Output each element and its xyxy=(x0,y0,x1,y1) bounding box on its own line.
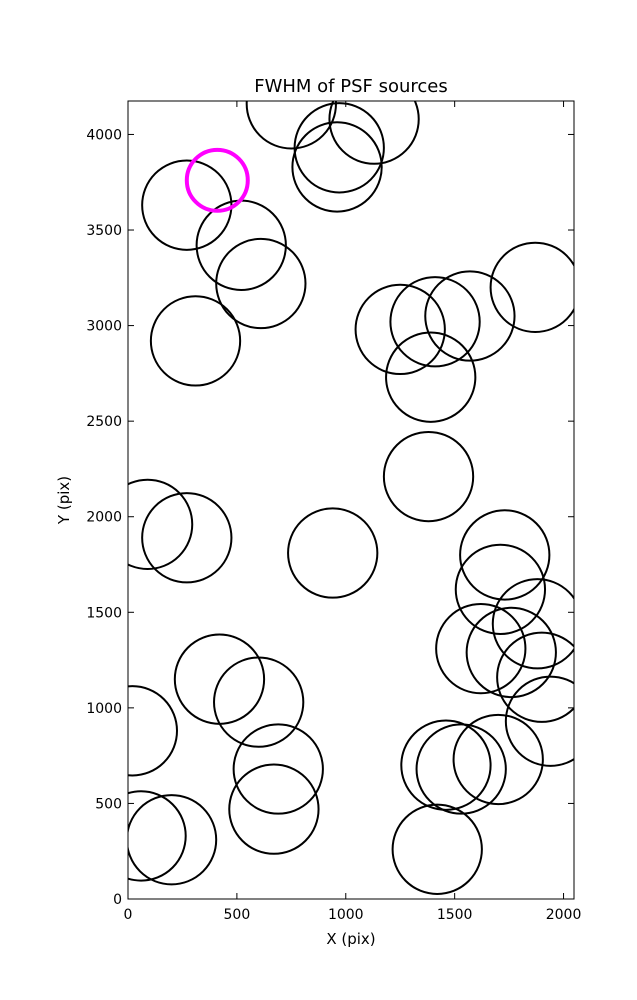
y-tick-label-4000: 4000 xyxy=(86,127,122,143)
source-circle-10 xyxy=(389,276,481,368)
y-axis-label: Y (pix) xyxy=(55,476,73,525)
source-circle-24 xyxy=(504,675,574,767)
source-circle-29 xyxy=(228,763,320,855)
y-tick-label-3500: 3500 xyxy=(86,223,122,239)
source-circle-18 xyxy=(459,509,551,601)
x-tick-label-2000: 2000 xyxy=(546,907,582,923)
plot-frame xyxy=(127,100,575,900)
source-circle-33 xyxy=(128,790,187,882)
source-circle-3 xyxy=(291,121,383,213)
y-tick-label-1500: 1500 xyxy=(86,605,122,621)
source-circle-11 xyxy=(424,270,516,362)
source-circle-12 xyxy=(489,241,574,333)
source-circle-6 xyxy=(195,199,287,291)
source-circle-19 xyxy=(454,543,547,636)
x-tick-label-500: 500 xyxy=(224,907,251,923)
x-tick-label-1000: 1000 xyxy=(328,907,364,923)
source-circle-28 xyxy=(232,723,324,815)
x-tick-label-0: 0 xyxy=(124,907,133,923)
source-circle-2 xyxy=(293,102,385,194)
highlighted-source-circle xyxy=(184,147,250,213)
source-circle-27 xyxy=(128,685,178,777)
y-tick-label-3000: 3000 xyxy=(86,319,122,335)
y-tick-label-500: 500 xyxy=(95,796,122,812)
chart-title: FWHM of PSF sources xyxy=(254,76,448,97)
source-circle-1 xyxy=(328,101,420,165)
source-circle-34 xyxy=(128,794,218,886)
ticks-layer: 0 500 1000 1500 2000 0 500 1000 1500 2000 2500 3000… xyxy=(86,101,581,923)
source-circle-15 xyxy=(128,478,194,571)
y-tick-label-2000: 2000 xyxy=(86,510,122,526)
y-tick-label-0: 0 xyxy=(113,892,122,908)
source-circle-0 xyxy=(245,101,337,150)
source-circle-31 xyxy=(415,723,507,815)
source-circle-9 xyxy=(354,283,446,376)
source-circle-14 xyxy=(382,430,475,523)
source-circle-30 xyxy=(400,719,492,811)
source-circle-32 xyxy=(452,713,544,806)
source-circle-35 xyxy=(391,803,483,895)
source-circle-23 xyxy=(496,631,574,723)
source-circle-17 xyxy=(287,507,379,599)
source-circle-21 xyxy=(435,602,527,695)
sources-layer xyxy=(128,101,574,895)
source-circle-13 xyxy=(385,331,477,423)
source-circle-16 xyxy=(141,492,233,584)
source-circle-8 xyxy=(149,295,242,387)
source-circle-20 xyxy=(491,578,574,670)
y-tick-label-1000: 1000 xyxy=(86,701,122,717)
source-circle-22 xyxy=(465,606,557,699)
x-tick-label-1500: 1500 xyxy=(437,907,473,923)
y-tick-label-2500: 2500 xyxy=(86,414,122,430)
source-circle-7 xyxy=(215,237,307,330)
source-circle-26 xyxy=(213,656,305,748)
x-axis-label: X (pix) xyxy=(326,930,375,948)
